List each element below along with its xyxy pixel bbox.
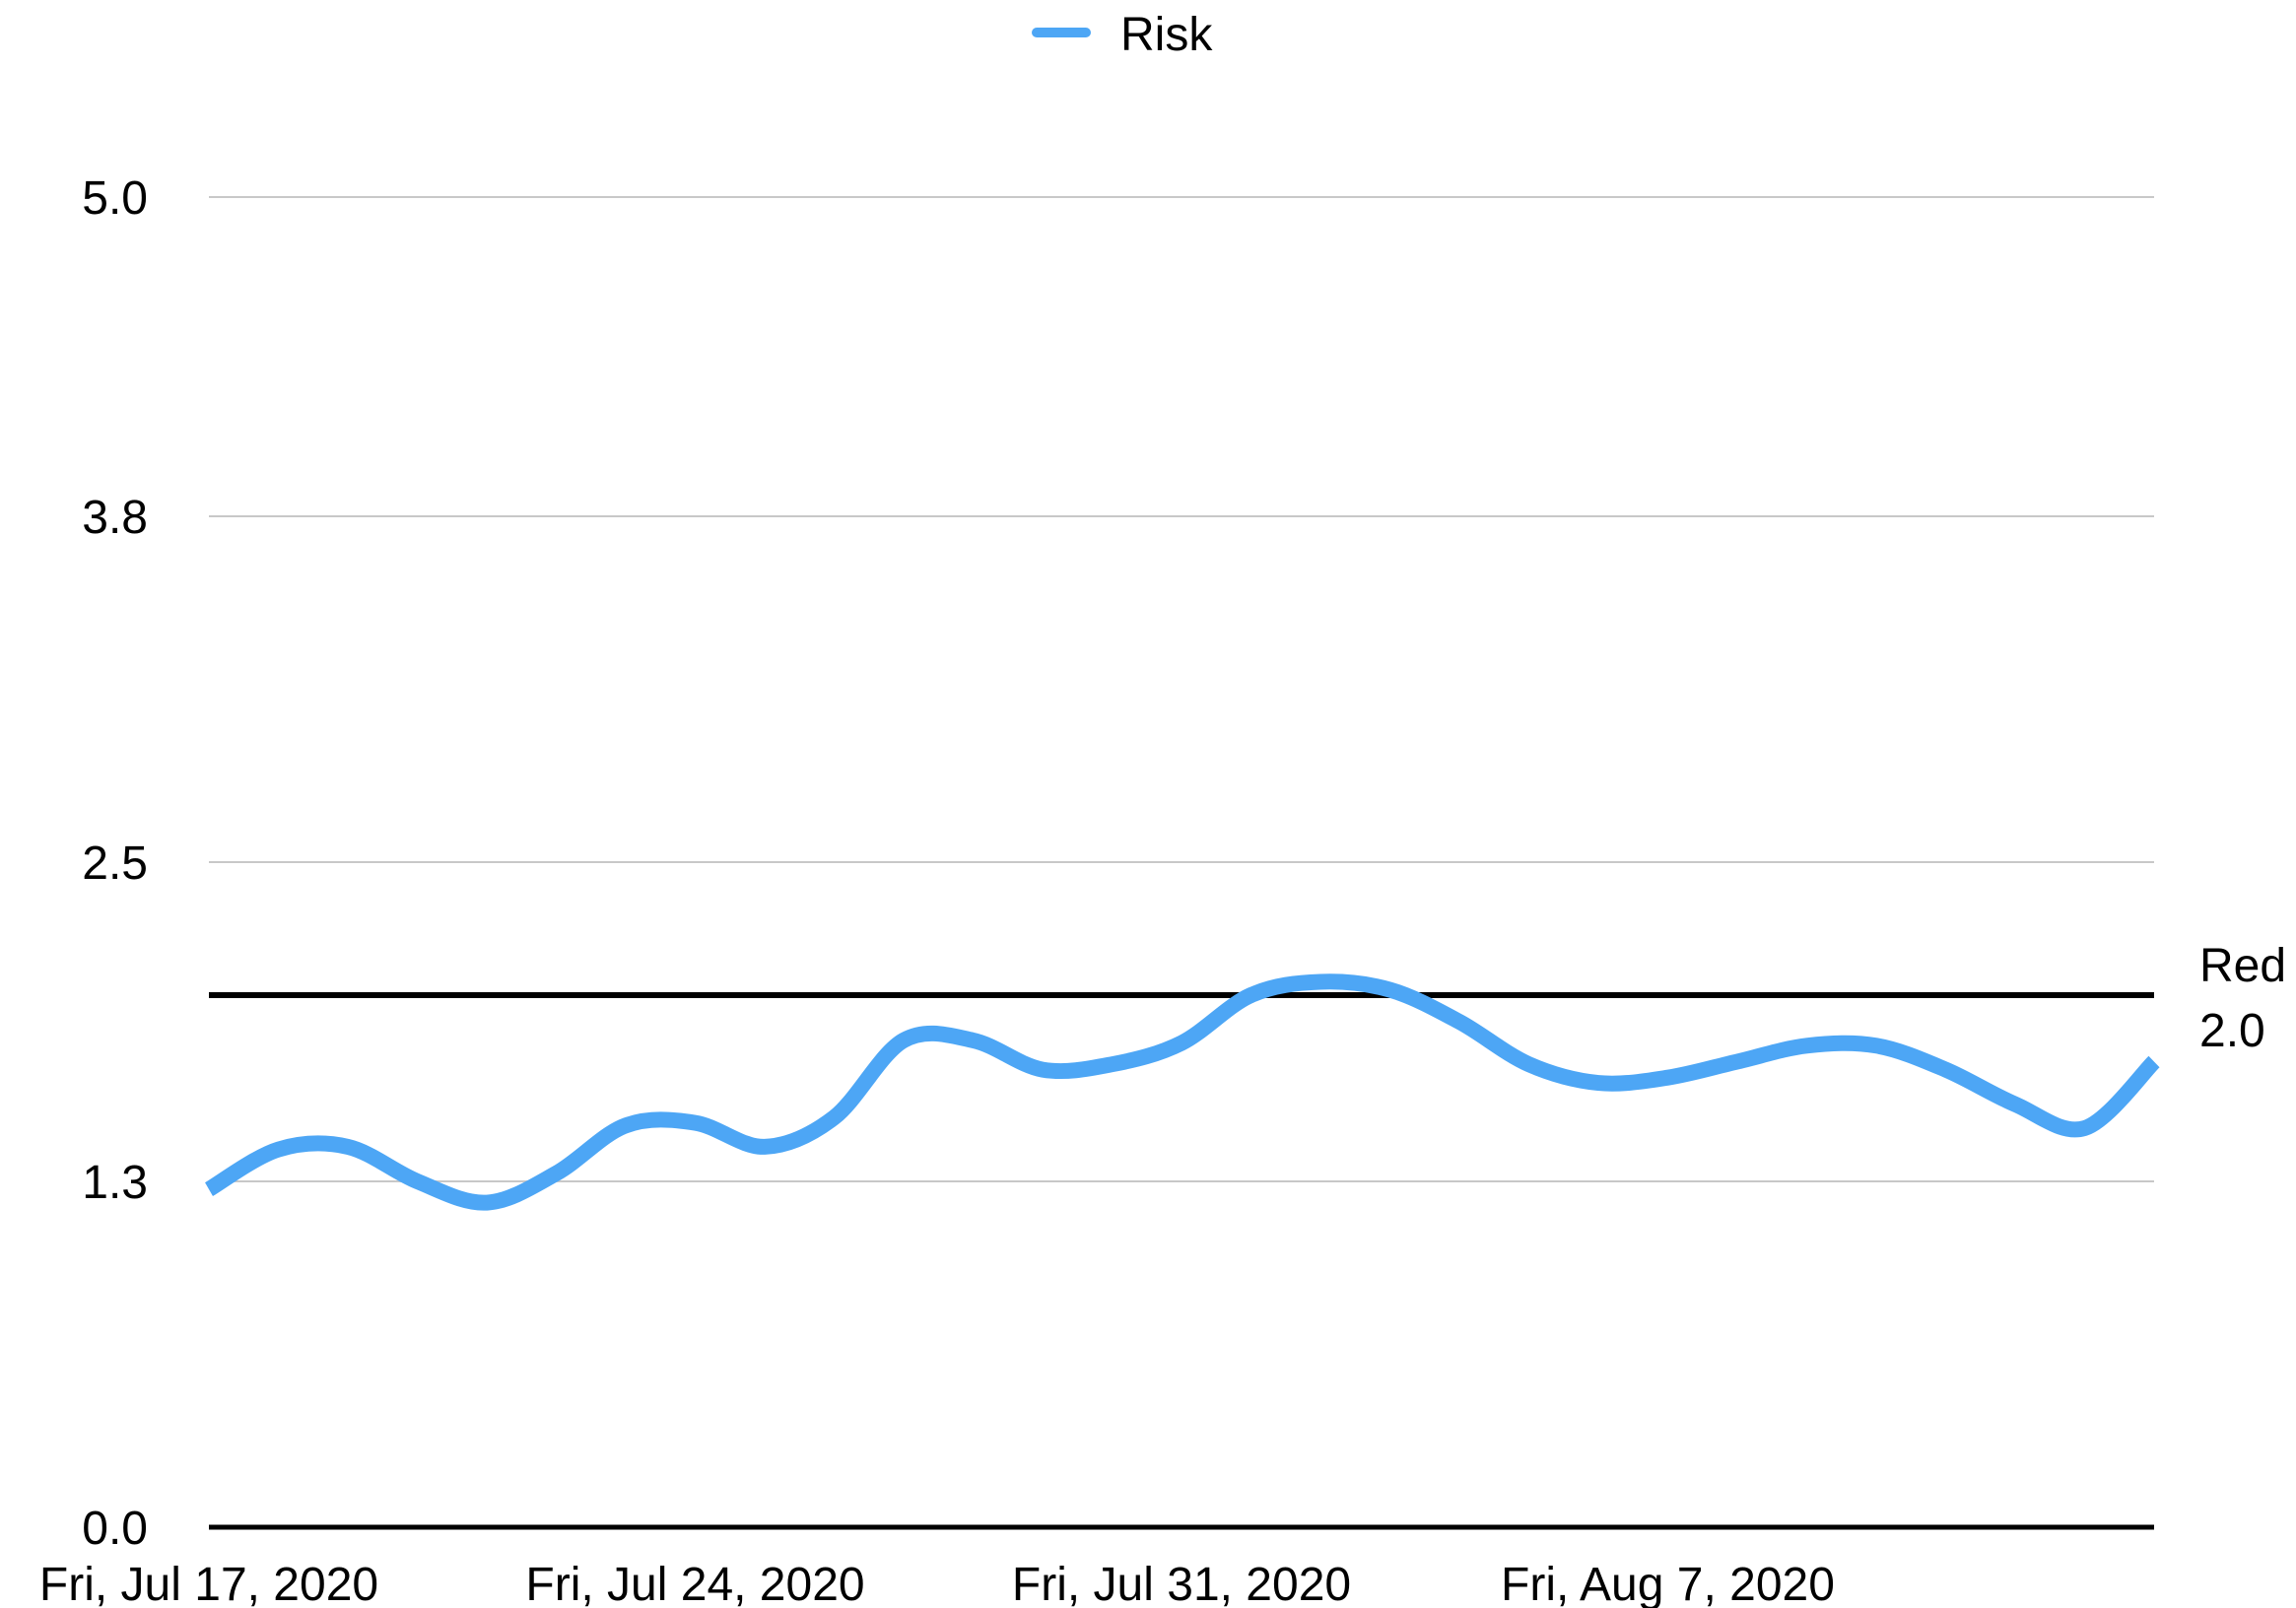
y-tick-label: 2.5: [82, 838, 148, 890]
y-tick-label: 3.8: [82, 492, 148, 544]
legend[interactable]: Risk: [1032, 9, 1213, 61]
legend-label-risk: Risk: [1120, 9, 1213, 61]
gridlines: [209, 196, 2154, 1182]
y-tick-label: 5.0: [82, 172, 148, 225]
x-tick-label: Fri, Jul 17, 2020: [39, 1559, 378, 1608]
reference-line-name: Red: [2199, 940, 2286, 992]
series-group: [204, 973, 2160, 1211]
y-tick-label: 1.3: [82, 1157, 148, 1209]
x-tick-label: Fri, Aug 7, 2020: [1501, 1559, 1835, 1608]
reference-line-value: 2.0: [2199, 1005, 2265, 1057]
x-tick-label: Fri, Jul 24, 2020: [525, 1559, 864, 1608]
series-line-risk: [204, 973, 2160, 1211]
x-tick-labels: Fri, Jul 17, 2020 Fri, Jul 24, 2020 Fri, J…: [39, 1559, 1835, 1608]
x-tick-label: Fri, Jul 31, 2020: [1012, 1559, 1351, 1608]
y-tick-label: 0.0: [82, 1503, 148, 1555]
reference-line-label: Red 2.0: [2199, 940, 2286, 1057]
y-tick-labels: 0.0 1.3 2.5 3.8 5.0: [82, 172, 148, 1555]
